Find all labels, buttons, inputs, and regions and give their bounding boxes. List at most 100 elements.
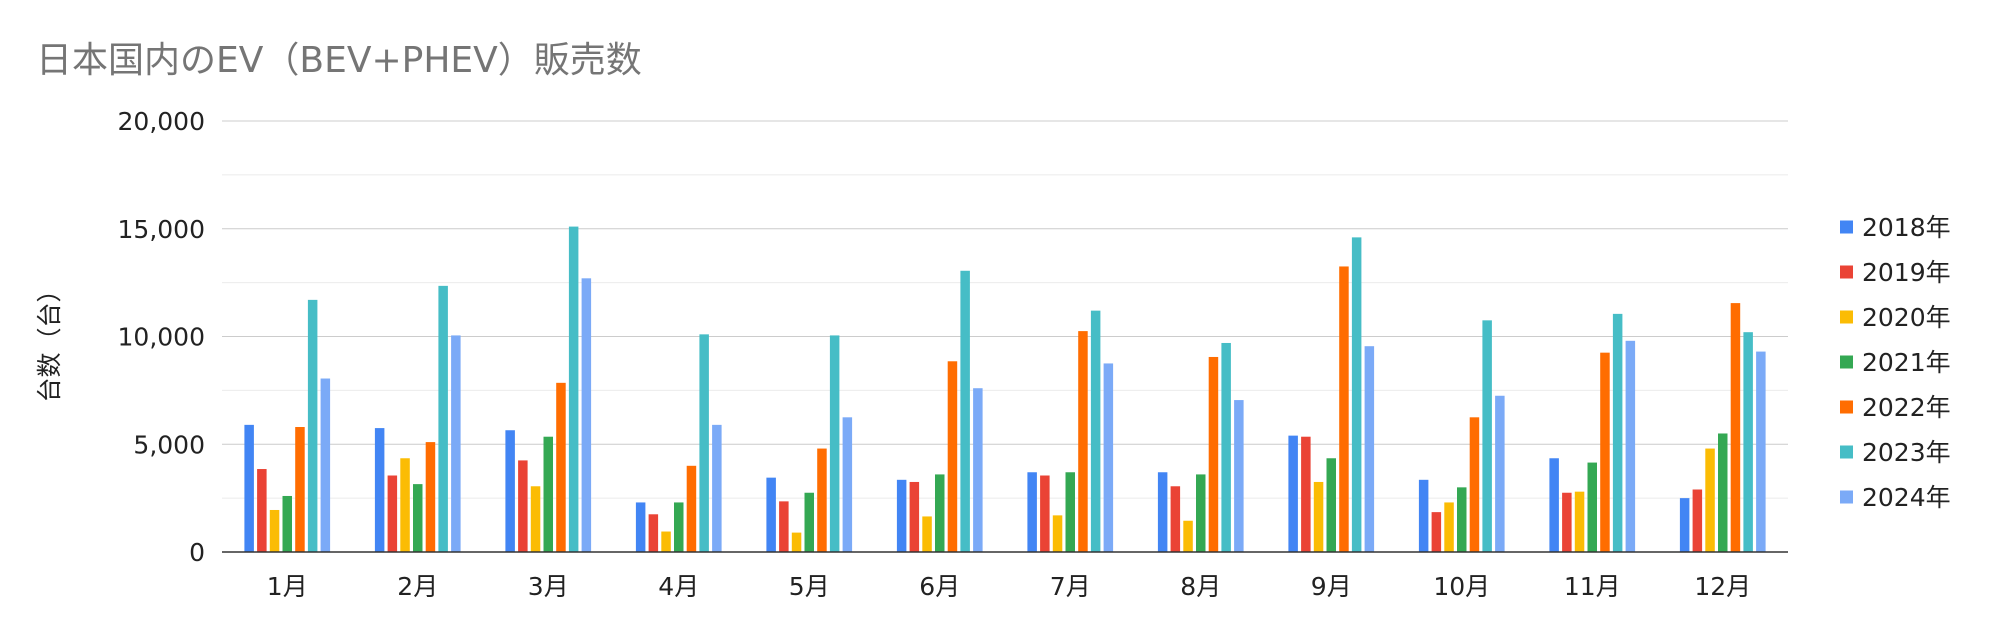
- bar: [1495, 395, 1505, 552]
- bar: [686, 465, 697, 552]
- bar: [518, 460, 528, 552]
- bar: [674, 502, 684, 552]
- bar: [1625, 340, 1636, 552]
- bar: [947, 361, 958, 552]
- bar: [661, 531, 671, 552]
- legend: 2018年 2019年 2020年 2021年 2022年 2023年 2024年: [1840, 213, 1951, 512]
- bar: [1090, 310, 1101, 552]
- bar: [973, 388, 983, 552]
- bar: [1065, 472, 1075, 552]
- legend-label: 2018年: [1862, 213, 1951, 242]
- bar: [1457, 487, 1467, 552]
- bar: [699, 334, 709, 552]
- x-axis-ticks: 1月 2月 3月 4月 5月 6月 7月 8月 9月 10月 11月 12月: [267, 572, 1751, 601]
- bar: [1301, 436, 1311, 552]
- bar: [1221, 342, 1231, 552]
- bar: [1027, 472, 1037, 552]
- legend-swatch: [1840, 220, 1853, 234]
- x-tick-label: 3月: [528, 572, 569, 601]
- gridlines: [222, 120, 1788, 499]
- bar: [282, 495, 292, 552]
- bar: [1730, 303, 1741, 552]
- x-tick-label: 4月: [658, 572, 699, 601]
- legend-swatch: [1840, 355, 1853, 369]
- bar: [1364, 346, 1375, 552]
- bars: [244, 226, 1766, 553]
- bar: [387, 475, 398, 552]
- bar: [1288, 435, 1298, 552]
- y-tick-label: 20,000: [118, 107, 205, 136]
- y-tick-label: 10,000: [118, 323, 205, 352]
- bar: [648, 514, 659, 552]
- bar: [295, 427, 305, 552]
- bar: [842, 417, 853, 552]
- legend-swatch: [1840, 445, 1853, 459]
- legend-label: 2024年: [1862, 483, 1951, 512]
- bar: [1170, 486, 1181, 552]
- bar: [1103, 363, 1114, 552]
- bar: [568, 226, 579, 552]
- bar: [581, 278, 592, 552]
- bar: [896, 479, 907, 552]
- bar: [1549, 458, 1559, 552]
- bar: [1208, 356, 1219, 552]
- x-tick-label: 6月: [919, 572, 960, 601]
- bar: [1756, 351, 1766, 552]
- bar: [1234, 400, 1244, 552]
- bar: [1718, 433, 1728, 552]
- x-tick-label: 5月: [789, 572, 830, 601]
- y-tick-label: 15,000: [118, 215, 205, 244]
- y-axis-label: 台数（台）: [35, 277, 64, 402]
- bar: [438, 285, 448, 552]
- legend-label: 2023年: [1862, 438, 1951, 467]
- bar: [556, 382, 566, 552]
- bar: [413, 484, 423, 552]
- legend-label: 2019年: [1862, 258, 1951, 287]
- bar: [425, 442, 436, 552]
- bar: [1600, 352, 1610, 552]
- bar: [1351, 237, 1362, 552]
- bar: [1196, 474, 1206, 552]
- bar: [1339, 266, 1349, 552]
- legend-swatch: [1840, 265, 1853, 279]
- bar: [779, 501, 789, 552]
- bar: [1587, 462, 1597, 552]
- legend-label: 2020年: [1862, 303, 1951, 332]
- bar: [935, 474, 945, 552]
- bar: [1574, 491, 1585, 552]
- bar: [1313, 481, 1324, 552]
- legend-swatch: [1840, 400, 1853, 414]
- bar: [244, 424, 254, 552]
- bar: [1612, 313, 1623, 552]
- bar: [530, 486, 541, 552]
- bar: [766, 477, 776, 552]
- bar: [1444, 502, 1454, 552]
- bar: [543, 436, 553, 552]
- x-tick-label: 8月: [1180, 572, 1221, 601]
- x-tick-label: 10月: [1433, 572, 1490, 601]
- bar: [451, 335, 461, 552]
- legend-label: 2021年: [1862, 348, 1951, 377]
- legend-label: 2022年: [1862, 393, 1951, 422]
- legend-swatch: [1840, 490, 1853, 504]
- bar: [712, 424, 722, 552]
- x-tick-label: 1月: [267, 572, 308, 601]
- x-tick-label: 7月: [1050, 572, 1091, 601]
- bar: [817, 448, 827, 552]
- bar: [1078, 331, 1088, 552]
- bar: [505, 430, 515, 552]
- y-tick-label: 0: [189, 538, 205, 567]
- bar: [791, 532, 802, 552]
- bar: [269, 509, 280, 552]
- bar: [1705, 448, 1715, 552]
- bar: [1562, 492, 1572, 552]
- bar: [909, 481, 920, 552]
- bar: [1418, 479, 1429, 552]
- bar: [1482, 320, 1492, 552]
- legend-swatch: [1840, 310, 1853, 324]
- bar: [1183, 520, 1193, 552]
- bar: [374, 428, 385, 552]
- bar: [1040, 475, 1050, 552]
- bar: [1692, 489, 1703, 552]
